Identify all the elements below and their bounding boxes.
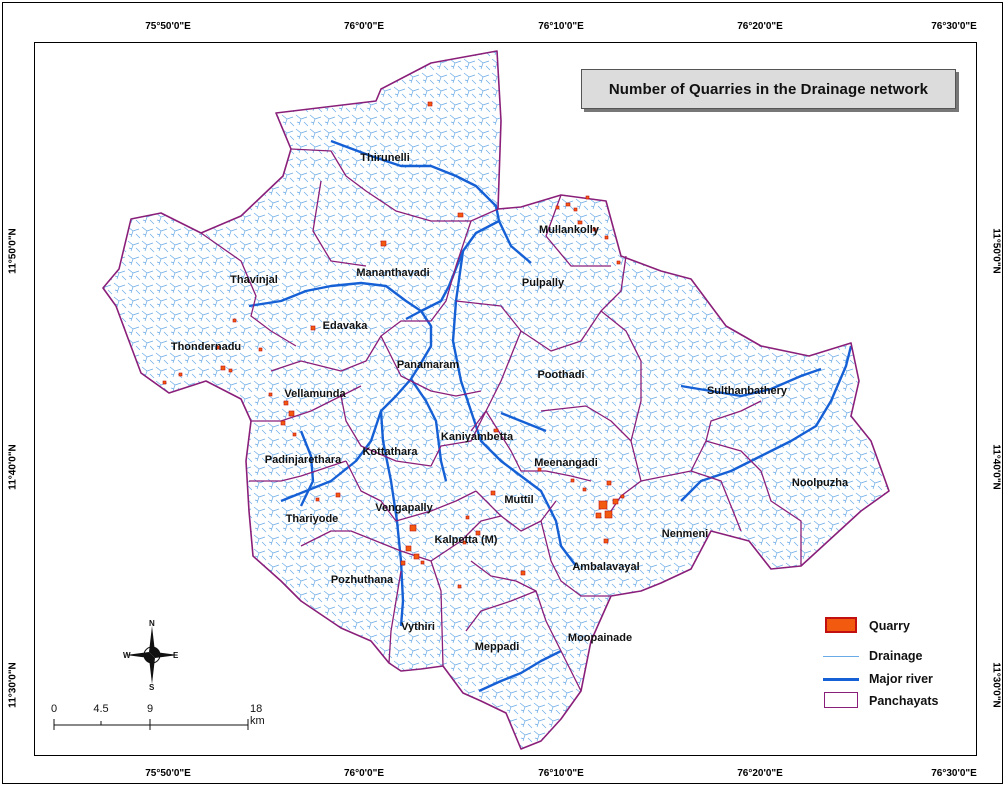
label-sulthanbathery: Sulthanbathery [706,385,788,397]
label-muttil: Muttil [504,494,534,506]
scale-bar-graphic [53,719,249,730]
lon-label-bottom-1: 75°50'0"E [145,768,191,779]
scale-label-4-5: 4.5 [93,703,109,715]
label-meenangadi: Meenangadi [534,457,598,469]
label-vengapally: Vengapally [375,502,433,514]
lon-label-bottom-3: 76°10'0"E [538,768,584,779]
label-kottathara: Kottathara [362,446,418,458]
lon-label-top-2: 76°0'0"E [343,21,385,32]
lon-label-top-5: 76°30'0"E [931,21,977,32]
label-padinjarethara: Padinjarethara [264,454,342,466]
label-mullankolly: Mullankolly [539,224,599,236]
label-thariyode: Thariyode [285,513,339,525]
quarry-points [162,101,625,589]
lat-label-right-1: 11°50'0"N [990,228,1002,274]
label-poothadi: Poothadi [537,369,585,381]
map-frame [34,42,977,756]
label-edavaka: Edavaka [322,320,368,332]
scale-label-9: 9 [146,703,154,715]
west-label: W [123,651,131,660]
label-vellamunda: Vellamunda [284,388,346,400]
compass-rose-icon [126,626,178,684]
lon-label-bottom-4: 76°20'0"E [737,768,783,779]
drainage-swatch [823,647,859,665]
major-river-swatch [823,670,859,688]
label-mananthavadi: Mananthavadi [356,267,430,279]
label-ambalavayal: Ambalavayal [572,561,640,573]
east-label: E [173,651,179,660]
map-canvas [102,50,890,750]
label-thirunelli: Thirunelli [360,152,410,164]
lon-label-bottom-2: 76°0'0"E [343,768,385,779]
label-meppadi: Meppadi [474,641,520,653]
north-label: N [149,619,155,628]
label-noolpuzha: Noolpuzha [791,477,849,489]
legend-panchayats-label: Panchayats [869,694,939,708]
legend-quarry-label: Quarry [869,619,910,633]
label-pulpally: Pulpally [521,277,565,289]
quarry-swatch [823,617,859,635]
legend-quarry: Quarry [823,615,910,637]
map-title: Number of Quarries in the Drainage netwo… [581,69,956,109]
lat-label-left-3: 11°30'0"N [7,662,19,708]
lat-label-left-2: 11°40'0"N [7,444,19,490]
label-pozhuthana: Pozhuthana [330,574,394,586]
lat-label-right-2: 11°40'0"N [990,444,1002,490]
panchayat-swatch [823,692,859,710]
legend-drainage: Drainage [823,645,923,667]
legend-drainage-label: Drainage [869,649,923,663]
major-rivers [248,139,853,693]
map-legend: Quarry Drainage Major river Panchayats [823,610,973,720]
south-label: S [149,683,155,692]
label-kalpetta: Kalpetta (M) [434,534,498,546]
label-nenmeni: Nenmeni [661,528,709,540]
lon-label-top-3: 76°10'0"E [538,21,584,32]
scale-label-18: 18 km [250,703,265,727]
lon-label-top-4: 76°20'0"E [737,21,783,32]
north-arrow: N S E W [122,619,182,692]
lat-label-left-1: 11°50'0"N [7,228,19,274]
label-moopainade: Moopainade [567,632,633,644]
label-vythiri: Vythiri [401,621,435,633]
legend-panchayats: Panchayats [823,690,938,712]
legend-major-river-label: Major river [869,672,933,686]
label-thondernadu: Thondernadu [170,341,242,353]
label-panamaram: Panamaram [396,359,460,371]
label-kaniyambetta: Kaniyambetta [440,431,514,443]
scale-bar: 0 4.5 9 18 km [50,703,280,733]
legend-major-river: Major river [823,668,933,690]
label-thavinjal: Thavinjal [230,274,278,286]
lon-label-bottom-5: 76°30'0"E [931,768,977,779]
scale-label-0: 0 [50,703,58,715]
lon-label-top-1: 75°50'0"E [145,21,191,32]
lat-label-right-3: 11°30'0"N [990,662,1002,708]
